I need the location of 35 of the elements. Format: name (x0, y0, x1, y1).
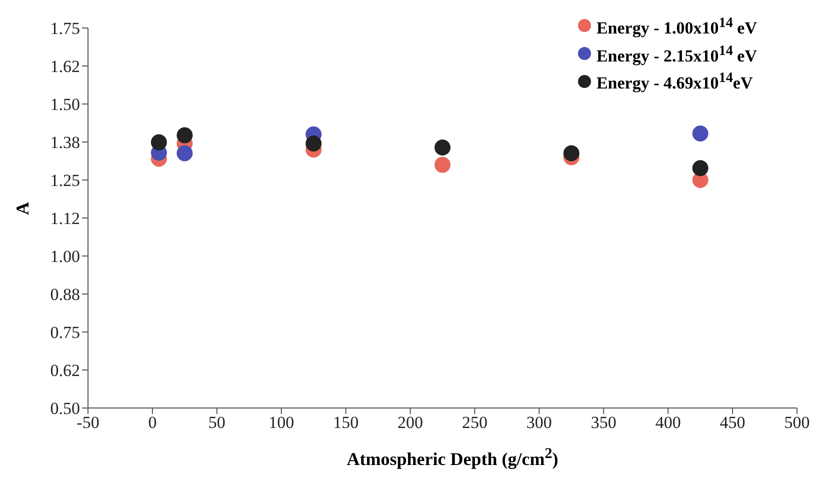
x-axis-title: Atmospheric Depth (g/cm$^{2}$) (346, 446, 560, 470)
y-tick-label: 1.25 (50, 171, 80, 190)
point (563, 145, 580, 162)
x-tick-label: 450 (720, 413, 746, 432)
x-tick-label: 0 (148, 413, 157, 432)
x-tick-label: 150 (333, 413, 359, 432)
y-tick-label: 1.00 (50, 247, 80, 266)
point (692, 160, 708, 176)
y-tick-label: 0.88 (50, 285, 80, 304)
y-tick-label: 1.50 (50, 95, 80, 114)
point (692, 125, 708, 142)
y-tick-label: 0.62 (50, 361, 80, 380)
point (434, 139, 450, 156)
y-axis-title: A (12, 201, 34, 217)
y-tick-label: 1.62 (50, 57, 80, 76)
x-tick-label: 400 (655, 413, 681, 432)
point (150, 134, 167, 150)
y-tick-label: 1.75 (50, 19, 80, 38)
x-tick-label: 100 (268, 413, 294, 432)
point (434, 156, 450, 173)
point (176, 127, 193, 144)
y-tick-label: 0.75 (50, 323, 80, 342)
x-tick-label: 350 (590, 413, 616, 432)
point (306, 136, 322, 152)
y-tick-label: 1.38 (50, 133, 80, 152)
x-tick-label: 250 (462, 413, 488, 432)
point (176, 145, 193, 162)
y-tick-label: 1.12 (50, 209, 80, 228)
x-tick-label: 300 (526, 413, 552, 432)
x-tick-label: 50 (208, 413, 226, 432)
x-tick-label: 200 (398, 413, 424, 432)
legend-label: Energy - 4.69x10$^{14}$eV (596, 69, 753, 95)
x-tick-label: 500 (784, 413, 810, 432)
legend-label: Energy - 1.00x10$^{14}$ eV (596, 14, 757, 40)
legend-label: Energy - 2.15x10$^{14}$ eV (596, 42, 757, 68)
